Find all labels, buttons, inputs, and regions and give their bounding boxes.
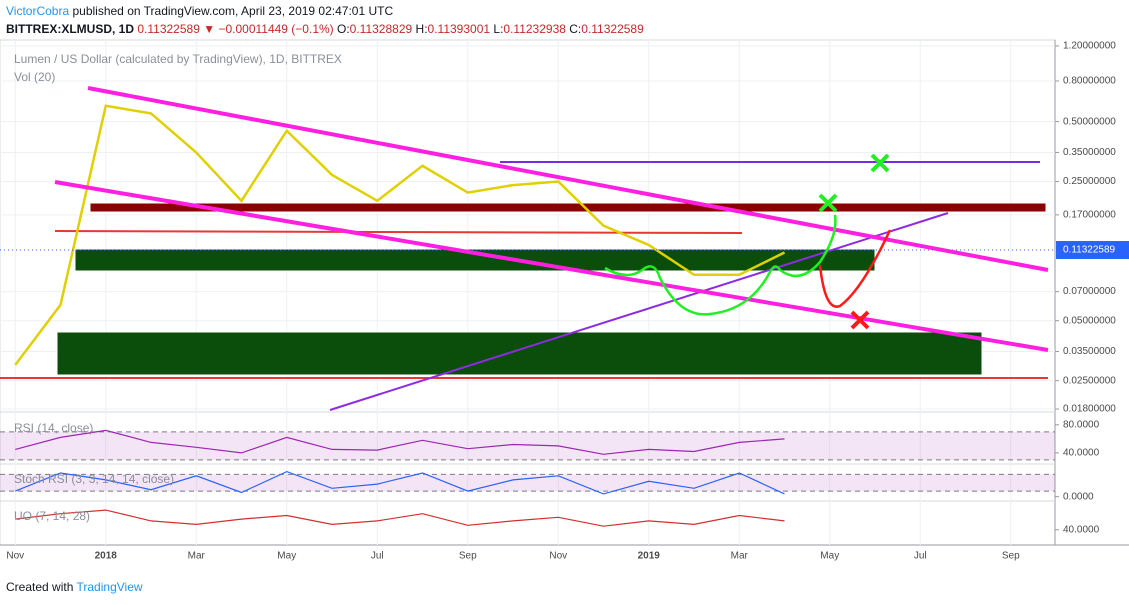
h-label: H: (416, 22, 428, 36)
x-tick-label: Jul (371, 551, 384, 562)
x-tick-label: Sep (459, 551, 477, 562)
panes (0, 39, 1129, 546)
y-tick-label: 0.05000000 (1063, 315, 1116, 326)
series-line (15, 509, 785, 527)
target-mark (818, 193, 838, 213)
pane-title: RSI (14, close) (14, 421, 93, 435)
drawings (54, 86, 1049, 352)
l-label: L: (493, 22, 503, 36)
c-label: C: (569, 22, 581, 36)
target-mark (870, 153, 890, 173)
series-line (15, 429, 785, 455)
x-tick-label: 2018 (95, 551, 118, 562)
open: 0.11328829 (350, 22, 413, 36)
y-tick-label: 40.0000 (1063, 448, 1100, 459)
y-tick-label: 0.0000 (1063, 491, 1094, 502)
y-tick-label: 0.03500000 (1063, 346, 1116, 357)
arrow: ▼ (203, 22, 215, 36)
symbol: BITTREX:XLMUSD, 1D (6, 22, 134, 36)
indicator-band (0, 474, 1055, 492)
x-tick-label: Nov (6, 551, 24, 562)
x-tick-label: Jul (914, 551, 927, 562)
pane-title: UO (7, 14, 28) (14, 509, 90, 523)
x-tick-label: Sep (1002, 551, 1020, 562)
author[interactable]: VictorCobra (6, 4, 69, 18)
stop-mark (850, 310, 870, 330)
y-tick-label: 80.0000 (1063, 419, 1100, 430)
plot-area (0, 39, 1056, 546)
pane-title: Stoch RSI (3, 3, 14, 14, close) (14, 472, 174, 486)
high: 0.11393001 (428, 22, 491, 36)
y-tick-label: 0.50000000 (1063, 116, 1116, 127)
pane-title: Lumen / US Dollar (calculated by Trading… (14, 52, 342, 66)
last-price-tag (1056, 241, 1129, 260)
channel-line (54, 180, 1049, 352)
publish-line: VictorCobra published on TradingView.com… (6, 4, 393, 18)
pattern-drawing (818, 229, 892, 308)
y-tick-label: 0.17000000 (1063, 210, 1116, 221)
y-tick-label: 0.01800000 (1063, 404, 1116, 415)
resistance-zone (89, 202, 1047, 213)
labels: Nov 2018 Mar May Jul Sep Nov 2019 Mar May Jul Sep 1.… (6, 41, 1129, 562)
series-line (15, 470, 785, 495)
trend-line (329, 212, 949, 411)
published: published on TradingView.com, April 23, … (72, 4, 393, 18)
o-label: O: (337, 22, 350, 36)
x-tick-label: Mar (188, 551, 206, 562)
low: 0.11232938 (503, 22, 566, 36)
symbol-line: BITTREX:XLMUSD, 1D 0.11322589 ▼ −0.00011… (6, 22, 644, 36)
pane-subtitle: Vol (20) (14, 70, 55, 84)
footer: Created with TradingView (6, 580, 143, 594)
y-tick-label: 40.0000 (1063, 524, 1100, 535)
y-tick-label: 1.20000000 (1063, 41, 1116, 52)
y-tick-label: 0.07000000 (1063, 286, 1116, 297)
brand[interactable]: TradingView (77, 580, 143, 594)
x-tick-label: May (277, 551, 296, 562)
x-tick-label: May (820, 551, 839, 562)
channel-line (87, 86, 1049, 272)
y-tick-label: 0.02500000 (1063, 375, 1116, 386)
last-price-label: 0.11322589 (1063, 245, 1116, 256)
horizontal-line (54, 230, 743, 234)
support-zone (56, 331, 983, 376)
x-tick-label: Nov (549, 551, 567, 562)
y-tick-label: 0.35000000 (1063, 147, 1116, 158)
change: −0.00011449 (−0.1%) (218, 22, 333, 36)
y-tick-label: 0.80000000 (1063, 76, 1116, 87)
series (0, 104, 1055, 527)
x-tick-label: Mar (731, 551, 749, 562)
created-with: Created with (6, 580, 73, 594)
price: 0.11322589 (137, 22, 200, 36)
close: 0.11322589 (581, 22, 644, 36)
pattern-drawing (604, 214, 837, 316)
x-tick-label: 2019 (638, 551, 661, 562)
indicator-band (0, 431, 1055, 460)
y-tick-label: 0.25000000 (1063, 176, 1116, 187)
